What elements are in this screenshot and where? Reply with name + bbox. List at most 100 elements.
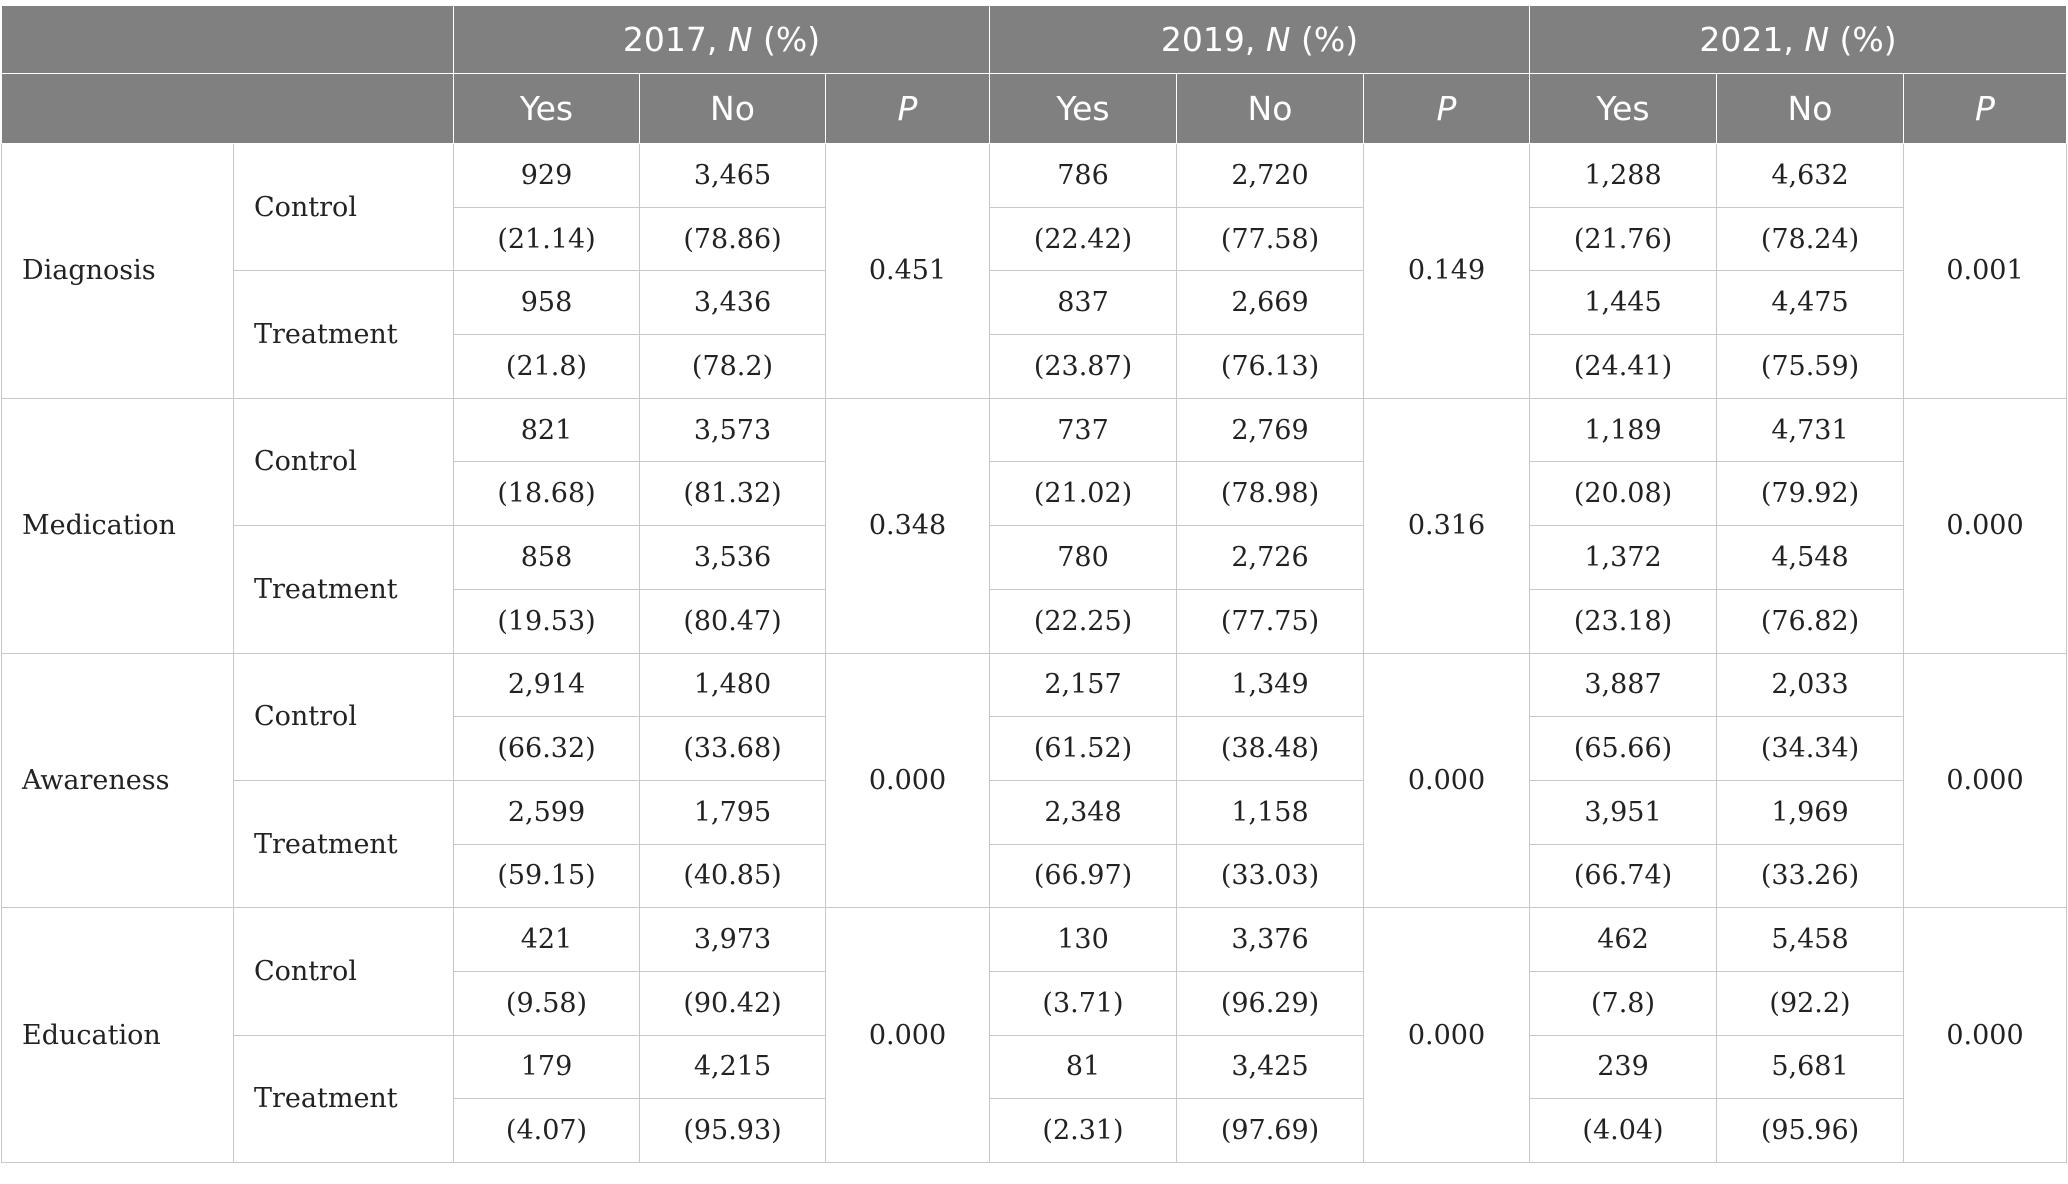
p-value-cell: 0.000 bbox=[825, 652, 990, 909]
year-header-2019: 2019, N (%) bbox=[989, 5, 1530, 74]
yes-count-cell: 737 bbox=[989, 397, 1177, 463]
table-row: (21.8) (78.2) (23.87) (76.13) (24.41) (75.59) bbox=[2, 334, 2067, 399]
no-count-cell: 2,726 bbox=[1176, 525, 1364, 590]
table-row: (18.68) (81.32) (21.02) (78.98) (20.08) (79.9… bbox=[2, 461, 2067, 527]
p-value-cell: 0.316 bbox=[1363, 397, 1530, 654]
p-value-cell: 0.001 bbox=[1903, 143, 2067, 399]
yes-count-cell: 462 bbox=[1529, 907, 1717, 972]
col-no-header: No bbox=[639, 73, 826, 144]
yes-count-cell: 81 bbox=[989, 1034, 1177, 1100]
yes-count-cell: 958 bbox=[453, 270, 640, 336]
p-value-cell: 0.451 bbox=[825, 143, 990, 399]
no-percent-cell: (38.48) bbox=[1176, 716, 1364, 781]
table-row: Treatment 858 3,536 780 2,726 1,372 4,548 bbox=[2, 525, 2067, 654]
year-header-2017: 2017, N (%) bbox=[453, 5, 990, 74]
yes-count-cell: 1,189 bbox=[1529, 397, 1717, 463]
yes-count-cell: 2,914 bbox=[453, 652, 640, 718]
no-count-cell: 3,425 bbox=[1176, 1034, 1364, 1100]
no-count-cell: 5,681 bbox=[1716, 1034, 1904, 1100]
table-row: Awareness Control 2,914 1,480 0.000 2,157 1,34… bbox=[1, 652, 2067, 909]
yes-count-cell: 780 bbox=[989, 525, 1177, 590]
yes-count-cell: 821 bbox=[453, 397, 640, 463]
col-no-header: No bbox=[1176, 73, 1364, 144]
group-label: Treatment bbox=[233, 525, 454, 654]
p-value-cell: 0.348 bbox=[825, 397, 990, 654]
yes-percent-cell: (23.18) bbox=[1529, 588, 1717, 654]
no-count-cell: 1,795 bbox=[639, 779, 826, 845]
no-percent-cell: (78.2) bbox=[639, 334, 826, 399]
col-yes-header: Yes bbox=[1529, 73, 1717, 144]
table-row: Treatment 2,599 1,795 2,348 1,158 3,951 1,969 bbox=[2, 779, 2067, 909]
p-value-cell: 0.149 bbox=[1363, 143, 1530, 399]
yes-percent-cell: (66.97) bbox=[989, 843, 1177, 909]
p-value-cell: 0.000 bbox=[1903, 397, 2067, 654]
no-percent-cell: (97.69) bbox=[1176, 1098, 1364, 1163]
measure-label: Diagnosis bbox=[1, 143, 234, 399]
yes-percent-cell: (61.52) bbox=[989, 716, 1177, 781]
results-table: 2017, N (%) 2019, N (%) 2021, N (%) Yes … bbox=[1, 5, 2067, 1164]
yes-count-cell: 3,887 bbox=[1529, 652, 1717, 718]
yes-percent-cell: (22.42) bbox=[989, 206, 1177, 272]
p-value-cell: 0.000 bbox=[1363, 652, 1530, 909]
yes-percent-cell: (4.04) bbox=[1529, 1098, 1717, 1163]
col-yes-header: Yes bbox=[453, 73, 640, 144]
yes-percent-cell: (21.8) bbox=[453, 334, 640, 399]
no-percent-cell: (78.24) bbox=[1716, 206, 1904, 272]
group-label: Treatment bbox=[233, 270, 454, 399]
yes-percent-cell: (9.58) bbox=[453, 970, 640, 1036]
no-percent-cell: (78.86) bbox=[639, 206, 826, 272]
yes-count-cell: 1,372 bbox=[1529, 525, 1717, 590]
yes-percent-cell: (23.87) bbox=[989, 334, 1177, 399]
table-row: Treatment 958 3,436 837 2,669 1,445 4,475 bbox=[2, 270, 2067, 399]
group-label: Control bbox=[233, 907, 454, 1036]
table-body: Diagnosis Control 929 3,465 0.451 786 2,720 0.1… bbox=[1, 142, 2067, 1164]
no-count-cell: 3,973 bbox=[639, 907, 826, 972]
no-count-cell: 1,158 bbox=[1176, 779, 1364, 845]
no-count-cell: 4,632 bbox=[1716, 143, 1904, 208]
table-row: (59.15) (40.85) (66.97) (33.03) (66.74) (33.2… bbox=[2, 843, 2067, 909]
p-value-cell: 0.000 bbox=[1363, 907, 1530, 1163]
table-row: Treatment 179 4,215 81 3,425 239 5,681 bbox=[2, 1034, 2067, 1164]
no-percent-cell: (75.59) bbox=[1716, 334, 1904, 399]
yes-count-cell: 2,348 bbox=[989, 779, 1177, 845]
no-count-cell: 2,769 bbox=[1176, 397, 1364, 463]
col-yes-header: Yes bbox=[989, 73, 1177, 144]
yes-percent-cell: (2.31) bbox=[989, 1098, 1177, 1163]
table-row: Medication Control 821 3,573 0.348 737 2,769 0.… bbox=[1, 397, 2067, 654]
no-percent-cell: (77.75) bbox=[1176, 588, 1364, 654]
yes-percent-cell: (24.41) bbox=[1529, 334, 1717, 399]
no-count-cell: 4,215 bbox=[639, 1034, 826, 1100]
yes-count-cell: 3,951 bbox=[1529, 779, 1717, 845]
col-p-header: P bbox=[1903, 73, 2067, 144]
no-count-cell: 3,536 bbox=[639, 525, 826, 590]
no-percent-cell: (90.42) bbox=[639, 970, 826, 1036]
no-percent-cell: (80.47) bbox=[639, 588, 826, 654]
yes-percent-cell: (22.25) bbox=[989, 588, 1177, 654]
no-count-cell: 1,349 bbox=[1176, 652, 1364, 718]
no-percent-cell: (92.2) bbox=[1716, 970, 1904, 1036]
p-value-cell: 0.000 bbox=[825, 907, 990, 1163]
yes-count-cell: 2,157 bbox=[989, 652, 1177, 718]
no-percent-cell: (33.68) bbox=[639, 716, 826, 781]
yes-percent-cell: (66.74) bbox=[1529, 843, 1717, 909]
measure-label: Education bbox=[1, 907, 234, 1163]
no-count-cell: 1,480 bbox=[639, 652, 826, 718]
yes-percent-cell: (20.08) bbox=[1529, 461, 1717, 527]
yes-count-cell: 1,445 bbox=[1529, 270, 1717, 336]
header-blank-cell bbox=[1, 73, 454, 144]
no-count-cell: 4,475 bbox=[1716, 270, 1904, 336]
yes-count-cell: 179 bbox=[453, 1034, 640, 1100]
col-no-header: No bbox=[1716, 73, 1904, 144]
yes-percent-cell: (18.68) bbox=[453, 461, 640, 527]
no-percent-cell: (76.13) bbox=[1176, 334, 1364, 399]
yes-percent-cell: (19.53) bbox=[453, 588, 640, 654]
no-count-cell: 2,669 bbox=[1176, 270, 1364, 336]
no-count-cell: 2,720 bbox=[1176, 143, 1364, 208]
no-percent-cell: (78.98) bbox=[1176, 461, 1364, 527]
no-count-cell: 3,573 bbox=[639, 397, 826, 463]
no-percent-cell: (95.93) bbox=[639, 1098, 826, 1163]
no-percent-cell: (96.29) bbox=[1176, 970, 1364, 1036]
table-row: (66.32) (33.68) (61.52) (38.48) (65.66) (34.3… bbox=[2, 716, 2067, 781]
no-percent-cell: (77.58) bbox=[1176, 206, 1364, 272]
no-count-cell: 5,458 bbox=[1716, 907, 1904, 972]
